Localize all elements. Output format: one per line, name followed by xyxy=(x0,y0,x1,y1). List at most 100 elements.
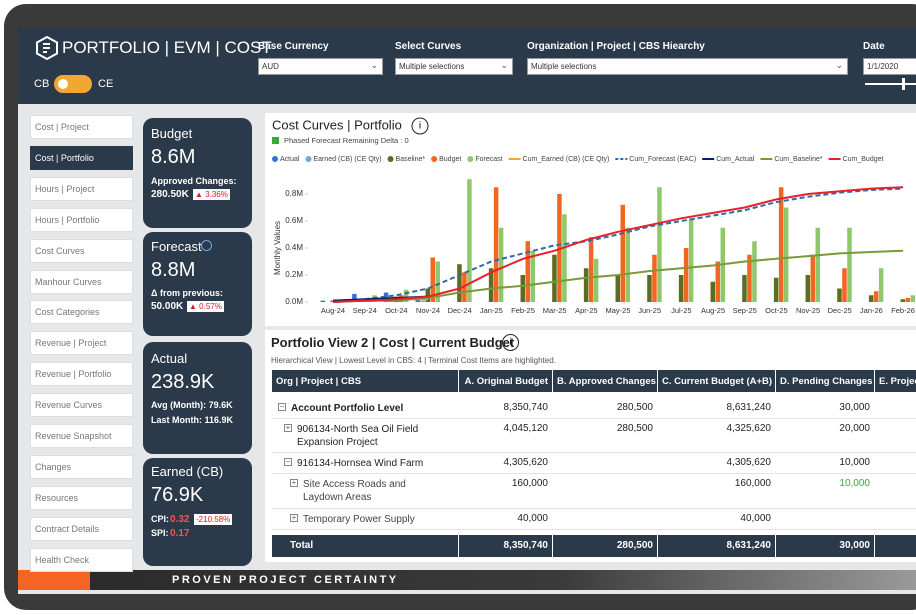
bar xyxy=(621,205,626,302)
nav-item[interactable]: Cost | Portfolio xyxy=(30,146,133,170)
bar xyxy=(911,295,916,302)
filter-dropdown[interactable]: Multiple selections⌄ xyxy=(527,58,848,75)
nav-item[interactable]: Cost Curves xyxy=(30,239,133,263)
x-tick-label: Sep-25 xyxy=(733,306,757,315)
cell: 40,000 xyxy=(657,513,771,524)
bar xyxy=(811,255,816,302)
kpi-sub: 280.50K xyxy=(151,189,189,200)
x-tick-label: May-25 xyxy=(606,306,631,315)
kpi-sub: 50.00K xyxy=(151,301,183,312)
row-label: Temporary Power Supply xyxy=(303,513,441,526)
bar xyxy=(626,228,631,302)
bar xyxy=(906,298,911,302)
bar xyxy=(521,275,526,302)
bar xyxy=(526,241,531,302)
info-icon: i xyxy=(502,334,519,351)
expander[interactable]: + xyxy=(290,479,298,487)
legend-label: Forecast xyxy=(475,156,502,163)
x-tick-label: Apr-25 xyxy=(575,306,598,315)
kpi-label: Δ from previous: xyxy=(151,288,223,298)
nav-item[interactable]: Revenue | Project xyxy=(30,331,133,355)
bar xyxy=(874,291,879,302)
total-cell: Total xyxy=(290,540,410,551)
x-tick-label: Oct-25 xyxy=(765,306,788,315)
x-tick-label: Jan-26 xyxy=(860,306,883,315)
chart-title: Cost Curves | Portfolio xyxy=(272,117,402,132)
cost-chart: Cost Curves | PortfolioiPhased Forecast … xyxy=(265,113,916,326)
row-line xyxy=(272,418,916,419)
toggle-knob[interactable] xyxy=(58,79,68,89)
legend-label: Actual xyxy=(280,156,300,163)
legend-label: Cum_Earned (CB) (CE Qty) xyxy=(523,156,610,163)
kpi-sub: 0.32 xyxy=(170,514,189,525)
nav-item[interactable]: Contract Details xyxy=(30,517,133,541)
nav-item[interactable]: Manhour Curves xyxy=(30,270,133,294)
legend-dot xyxy=(388,156,394,162)
cell: 8,631,240 xyxy=(657,402,771,413)
x-tick-label: Nov-25 xyxy=(796,306,820,315)
x-tick-label: Oct-24 xyxy=(385,306,408,315)
nav-item[interactable]: Cost Categories xyxy=(30,300,133,324)
cell: 280,500 xyxy=(552,402,653,413)
row-line xyxy=(272,508,916,509)
nav-item[interactable]: Cost | Project xyxy=(30,115,133,139)
total-cell: 30,000 xyxy=(775,540,870,551)
col-divider xyxy=(657,535,658,557)
checkbox-label: Phased Forecast Remaining Delta : 0 xyxy=(284,136,409,145)
nav-item[interactable]: Revenue Curves xyxy=(30,393,133,417)
tagline: PROVEN PROJECT CERTAINTY xyxy=(172,574,399,586)
row-label: Account Portfolio Level xyxy=(291,402,441,415)
bar xyxy=(816,228,821,302)
expander[interactable]: − xyxy=(278,403,286,411)
row-label: 906134-North Sea Oil Field Expansion Pro… xyxy=(297,423,441,449)
footer-band xyxy=(18,570,916,590)
filter-label: Base Currency xyxy=(258,41,329,52)
kpi-label: Approved Changes: xyxy=(151,176,237,186)
column-header: D. Pending Changes xyxy=(775,370,874,392)
table-subtitle: Hierarchical View | Lowest Level in CBS:… xyxy=(271,356,556,365)
cell: 30,000 xyxy=(775,402,870,413)
expander[interactable]: + xyxy=(290,514,298,522)
bar xyxy=(806,275,811,302)
slider-knob[interactable] xyxy=(902,78,905,90)
x-tick-label: Mar-25 xyxy=(543,306,567,315)
slider[interactable] xyxy=(865,83,916,85)
nav-item[interactable]: Hours | Portfolio xyxy=(30,208,133,232)
row-line xyxy=(272,452,916,453)
total-cell: 280,500 xyxy=(552,540,653,551)
bar xyxy=(589,237,594,302)
bar xyxy=(652,255,657,302)
cell: 8,350,740 xyxy=(458,402,548,413)
chevron: ⌄ xyxy=(835,60,843,71)
filter-dropdown[interactable]: AUD⌄ xyxy=(258,58,383,75)
total-cell: 8,350,740 xyxy=(458,540,548,551)
nav-item[interactable]: Revenue Snapshot xyxy=(30,424,133,448)
chevron: ⌄ xyxy=(370,60,378,71)
nav-item[interactable]: Resources xyxy=(30,486,133,510)
expander[interactable]: + xyxy=(284,424,292,432)
nav-item[interactable]: Hours | Project xyxy=(30,177,133,201)
nav-item[interactable]: Health Check xyxy=(30,548,133,572)
nav-item[interactable]: Changes xyxy=(30,455,133,479)
expander[interactable]: − xyxy=(284,458,292,466)
kpi-line: Last Month: 116.9K xyxy=(151,415,233,425)
legend-dot xyxy=(305,156,311,162)
x-tick-label: Feb-25 xyxy=(511,306,535,315)
filter-label: Organization | Project | CBS Hiearchy xyxy=(527,41,705,52)
filter-dropdown[interactable]: 1/1/2020 xyxy=(863,58,916,75)
row-label: 916134-Hornsea Wind Farm xyxy=(297,457,441,470)
bar xyxy=(457,264,462,302)
total-cell: 8,631,240 xyxy=(657,540,771,551)
kpi-value: 8.8M xyxy=(151,259,195,282)
row-label: Site Access Roads and Laydown Areas xyxy=(303,478,441,504)
filter-dropdown[interactable]: Multiple selections⌄ xyxy=(395,58,513,75)
kpi-badge: ▲ 0.57% xyxy=(187,301,224,312)
checkbox xyxy=(272,137,279,144)
bar xyxy=(616,275,621,302)
cell: 160,000 xyxy=(657,478,771,489)
kpi-label: SPI: xyxy=(151,528,169,538)
cell: 10,000 xyxy=(775,478,870,489)
nav-item[interactable]: Revenue | Portfolio xyxy=(30,362,133,386)
kpi-label: CPI: xyxy=(151,514,169,524)
